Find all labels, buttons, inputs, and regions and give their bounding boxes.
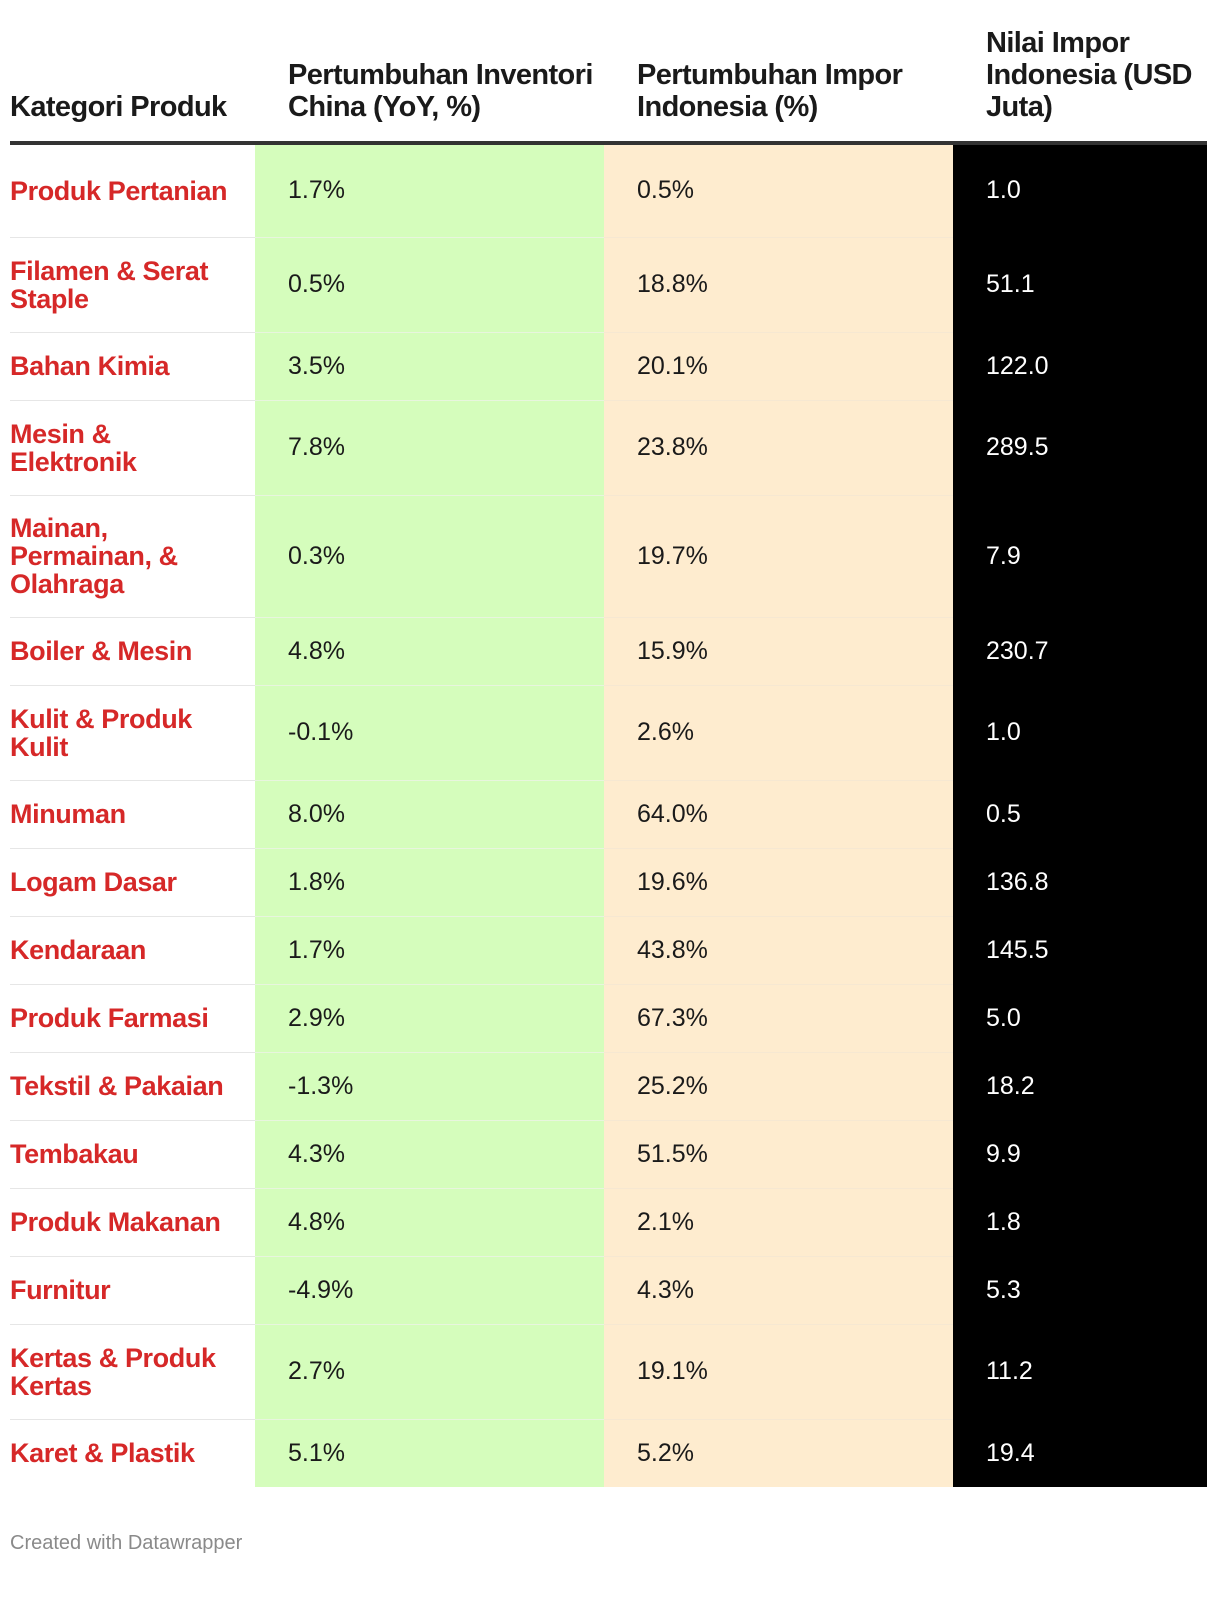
cell-kategori: Boiler & Mesin [10,617,255,686]
table-body: Produk Pertanian 1.7% 0.5% 1.0 Filamen & Ser… [10,143,1207,1487]
data-table-container: Kategori Produk Pertumbuhan Inventori Ch… [10,0,1207,1487]
cell-kategori: Kertas & Produk Kertas [10,1324,255,1420]
cell-nilai-impor: 1.0 [953,685,1207,781]
cell-inventori-china: 7.8% [255,400,604,496]
cell-impor-indonesia: 67.3% [604,984,953,1053]
column-header-kategori: Kategori Produk [10,0,255,145]
cell-inventori-china: 1.7% [255,143,604,238]
table-row: Karet & Plastik 5.1% 5.2% 19.4 [10,1419,1207,1487]
cell-inventori-china: -0.1% [255,685,604,781]
cell-impor-indonesia: 64.0% [604,780,953,849]
cell-impor-indonesia: 19.1% [604,1324,953,1420]
cell-inventori-china: 1.7% [255,916,604,985]
cell-nilai-impor: 1.8 [953,1188,1207,1257]
cell-nilai-impor: 9.9 [953,1120,1207,1189]
cell-inventori-china: -4.9% [255,1256,604,1325]
cell-nilai-impor: 230.7 [953,617,1207,686]
cell-nilai-impor: 136.8 [953,848,1207,917]
cell-impor-indonesia: 15.9% [604,617,953,686]
table-row: Produk Pertanian 1.7% 0.5% 1.0 [10,143,1207,238]
table-row: Tembakau 4.3% 51.5% 9.9 [10,1120,1207,1189]
cell-nilai-impor: 51.1 [953,237,1207,333]
cell-nilai-impor: 19.4 [953,1419,1207,1487]
cell-nilai-impor: 145.5 [953,916,1207,985]
cell-inventori-china: 4.8% [255,1188,604,1257]
cell-inventori-china: 5.1% [255,1419,604,1487]
cell-kategori: Produk Farmasi [10,984,255,1053]
table-row: Bahan Kimia 3.5% 20.1% 122.0 [10,332,1207,401]
cell-impor-indonesia: 4.3% [604,1256,953,1325]
cell-inventori-china: 4.8% [255,617,604,686]
table-row: Kulit & Produk Kulit -0.1% 2.6% 1.0 [10,685,1207,781]
cell-inventori-china: 0.5% [255,237,604,333]
table-row: Mainan, Permainan, & Olahraga 0.3% 19.7% 7.… [10,495,1207,618]
cell-impor-indonesia: 23.8% [604,400,953,496]
cell-kategori: Tekstil & Pakaian [10,1052,255,1121]
cell-kategori: Tembakau [10,1120,255,1189]
cell-impor-indonesia: 18.8% [604,237,953,333]
cell-kategori: Karet & Plastik [10,1438,195,1469]
cell-impor-indonesia: 43.8% [604,916,953,985]
cell-kategori: Bahan Kimia [10,332,255,401]
table-row: Boiler & Mesin 4.8% 15.9% 230.7 [10,617,1207,686]
table-row: Filamen & Serat Staple 0.5% 18.8% 51.1 [10,237,1207,333]
table-row: Produk Farmasi 2.9% 67.3% 5.0 [10,984,1207,1053]
cell-nilai-impor: 7.9 [953,495,1207,618]
table-row: Mesin & Elektronik 7.8% 23.8% 289.5 [10,400,1207,496]
table-row: Logam Dasar 1.8% 19.6% 136.8 [10,848,1207,917]
cell-nilai-impor: 0.5 [953,780,1207,849]
cell-impor-indonesia: 20.1% [604,332,953,401]
cell-inventori-china: 2.9% [255,984,604,1053]
cell-inventori-china: 2.7% [255,1324,604,1420]
cell-impor-indonesia: 2.6% [604,685,953,781]
cell-inventori-china: 8.0% [255,780,604,849]
cell-kategori: Produk Pertanian [10,143,255,238]
cell-impor-indonesia: 19.7% [604,495,953,618]
cell-kategori: Kulit & Produk Kulit [10,685,255,781]
table-row: Tekstil & Pakaian -1.3% 25.2% 18.2 [10,1052,1207,1121]
cell-nilai-impor: 122.0 [953,332,1207,401]
column-header-nilai-impor: Nilai Impor Indonesia (USD Juta) [953,0,1207,145]
data-table: Kategori Produk Pertumbuhan Inventori Ch… [10,0,1207,1487]
cell-inventori-china: -1.3% [255,1052,604,1121]
cell-inventori-china: 4.3% [255,1120,604,1189]
cell-impor-indonesia: 19.6% [604,848,953,917]
cell-nilai-impor: 5.0 [953,984,1207,1053]
cell-kategori: Filamen & Serat Staple [10,237,255,333]
cell-kategori: Produk Makanan [10,1188,255,1257]
column-header-inventori-china: Pertumbuhan Inventori China (YoY, %) [255,0,604,145]
table-row: Kertas & Produk Kertas 2.7% 19.1% 11.2 [10,1324,1207,1420]
cell-nilai-impor: 18.2 [953,1052,1207,1121]
cell-nilai-impor: 289.5 [953,400,1207,496]
cell-nilai-impor: 1.0 [953,143,1207,238]
cell-kategori: Logam Dasar [10,848,255,917]
cell-impor-indonesia: 2.1% [604,1188,953,1257]
table-row: Furnitur -4.9% 4.3% 5.3 [10,1256,1207,1325]
table-row: Produk Makanan 4.8% 2.1% 1.8 [10,1188,1207,1257]
cell-nilai-impor: 11.2 [953,1324,1207,1420]
cell-impor-indonesia: 0.5% [604,143,953,238]
cell-nilai-impor: 5.3 [953,1256,1207,1325]
cell-impor-indonesia: 51.5% [604,1120,953,1189]
cell-inventori-china: 1.8% [255,848,604,917]
cell-kategori: Mesin & Elektronik [10,400,255,496]
cell-inventori-china: 3.5% [255,332,604,401]
table-row: Kendaraan 1.7% 43.8% 145.5 [10,916,1207,985]
cell-inventori-china: 0.3% [255,495,604,618]
table-row: Minuman 8.0% 64.0% 0.5 [10,780,1207,849]
cell-kategori: Minuman [10,780,255,849]
cell-kategori: Kendaraan [10,916,255,985]
cell-kategori: Mainan, Permainan, & Olahraga [10,495,255,618]
header-row: Kategori Produk Pertumbuhan Inventori Ch… [10,0,1207,145]
cell-impor-indonesia: 5.2% [604,1419,953,1487]
cell-impor-indonesia: 25.2% [604,1052,953,1121]
cell-kategori: Furnitur [10,1256,255,1325]
column-header-impor-indonesia: Pertumbuhan Impor Indonesia (%) [604,0,953,145]
footer-credit: Created with Datawrapper [10,1532,243,1554]
